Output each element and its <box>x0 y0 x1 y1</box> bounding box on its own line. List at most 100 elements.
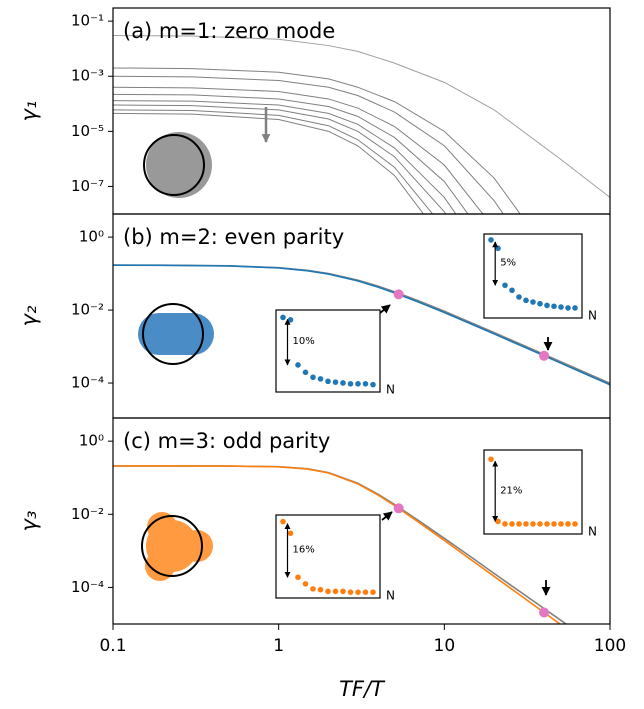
inset-x-label: N <box>386 589 395 603</box>
y-axis-label: γ₂ <box>17 305 41 326</box>
inset-frame <box>275 514 381 599</box>
inset-point <box>302 581 309 587</box>
series-line <box>113 75 504 214</box>
inset-point <box>317 586 324 593</box>
inset-point <box>565 521 571 527</box>
series-line <box>113 465 562 624</box>
inset-point <box>362 589 369 595</box>
y-tick-label: 10⁻³ <box>71 67 104 85</box>
series-line <box>113 93 469 214</box>
series-line <box>113 100 457 214</box>
x-tick-label: 100 <box>594 636 626 656</box>
y-axis-label: γ₁ <box>17 101 41 122</box>
y-tick-label: 10⁰ <box>79 228 104 246</box>
series-line <box>113 109 434 214</box>
inset-point <box>332 588 339 595</box>
zero-mode-icon <box>143 132 212 198</box>
inset-point <box>488 456 494 463</box>
inset-point <box>355 589 361 595</box>
highlight-point <box>393 289 404 300</box>
inset-point <box>572 521 578 527</box>
inset-point <box>558 521 564 527</box>
plot-area <box>113 465 568 624</box>
inset-point <box>502 521 508 527</box>
inset-point <box>502 282 508 289</box>
inset-point <box>355 381 361 387</box>
inset-point <box>516 521 522 527</box>
inset-x-label: N <box>386 383 395 397</box>
inset-point <box>370 381 376 388</box>
plot-area <box>113 35 610 214</box>
inset-point <box>551 303 557 310</box>
inset-point <box>537 300 543 307</box>
panel-title: (a) m=1: zero mode <box>123 19 335 43</box>
inset-x-label: N <box>588 309 597 323</box>
series-line <box>113 35 610 198</box>
y-tick-label: 10⁻⁵ <box>71 122 104 140</box>
inset-percent: 5% <box>500 258 516 269</box>
inset-percent: 16% <box>293 544 315 555</box>
inset-point <box>572 305 578 311</box>
inset-point <box>332 379 339 385</box>
y-tick-label: 10⁻⁴ <box>71 578 104 596</box>
inset-point <box>523 521 529 527</box>
inset-point <box>537 521 543 527</box>
inset-frame <box>275 309 381 393</box>
y-tick-label: 10⁻⁷ <box>71 177 104 195</box>
inset-point <box>530 299 536 305</box>
inset-point <box>310 374 316 381</box>
inset-point <box>495 245 501 252</box>
inset-point <box>295 362 301 368</box>
highlight-point <box>393 503 404 514</box>
inset-point <box>287 530 294 537</box>
inset-point <box>370 589 376 595</box>
inset-point <box>302 369 309 376</box>
inset-point <box>317 376 324 382</box>
x-tick-label: 0.1 <box>99 636 126 656</box>
series-line <box>113 104 447 214</box>
pointer-arrows <box>379 304 553 596</box>
inset-percent: 10% <box>293 336 315 347</box>
inset-point <box>325 378 331 385</box>
inset-point <box>310 586 316 592</box>
inset-point <box>558 304 564 310</box>
y-tick-label: 10⁻¹ <box>71 12 104 30</box>
x-axis-label: TF/T <box>339 677 386 701</box>
inset-point <box>340 380 346 386</box>
inset-point <box>325 588 331 595</box>
inset-point <box>509 521 515 527</box>
inset-point <box>565 305 571 311</box>
inset-point <box>544 302 550 309</box>
inset-point <box>295 574 301 581</box>
y-tick-label: 10⁰ <box>79 432 104 450</box>
series-line <box>113 67 521 214</box>
even-mode-icon <box>138 303 214 365</box>
inset-point <box>509 287 515 294</box>
y-axis-label: γ₃ <box>17 511 41 532</box>
inset-point <box>347 381 354 387</box>
inset-percent: 21% <box>500 485 522 496</box>
odd-mode-icon <box>141 512 213 581</box>
y-tick-label: 10⁻² <box>71 505 104 523</box>
inset-point <box>495 518 501 525</box>
inset-x-label: N <box>588 525 597 539</box>
inset-point <box>347 589 354 595</box>
inset-point <box>516 294 522 300</box>
inset-point <box>523 297 529 304</box>
inset-point <box>488 237 494 243</box>
x-tick-label: 10 <box>434 636 456 656</box>
series-line <box>113 112 425 214</box>
y-tick-label: 10⁻⁴ <box>71 374 104 392</box>
series-line <box>113 86 484 214</box>
panel-title: (c) m=3: odd parity <box>123 429 330 453</box>
axes-frame <box>112 417 611 625</box>
inset-point <box>287 317 294 323</box>
inset-point <box>340 588 346 595</box>
y-tick-label: 10⁻² <box>71 301 104 319</box>
inset-point <box>530 521 536 527</box>
inset-point <box>280 314 286 321</box>
highlight-point <box>539 350 550 361</box>
panel-title: (b) m=2: even parity <box>123 225 344 249</box>
highlight-point <box>539 607 550 618</box>
